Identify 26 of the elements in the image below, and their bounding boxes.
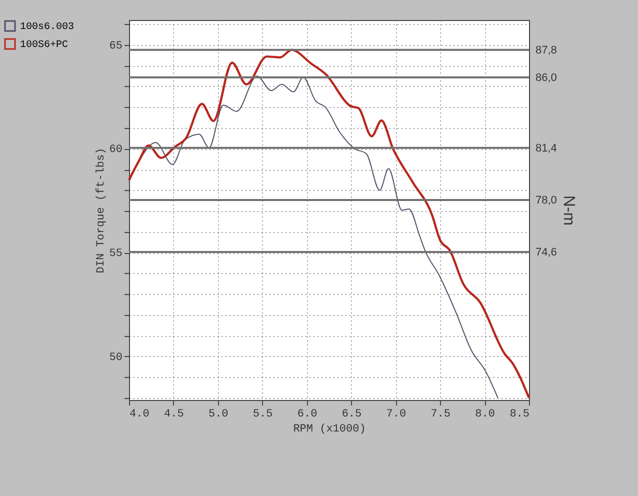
legend-label: 100S6+PC (20, 40, 68, 51)
y2-tick-label: 74,6 (536, 246, 557, 259)
x-tick-label: 6.0 (297, 408, 318, 420)
y2-tick-label: 81,4 (536, 142, 557, 154)
y2-tick-label: 78,0 (536, 194, 557, 206)
y-axis-title: DIN Torque (ft-lbs) (95, 148, 108, 274)
line-series (128, 48, 530, 400)
y-tick-label: 65 (109, 40, 122, 52)
x-tick-label: 5.0 (208, 408, 228, 420)
x-tick-label: 7.0 (386, 408, 406, 420)
y-tick-label: 55 (109, 248, 122, 260)
y-tick-label: 60 (109, 144, 122, 156)
x-tick-label: 8.5 (510, 408, 530, 420)
x-tick-label: 4.5 (164, 408, 184, 420)
y-tick-label: 50 (109, 352, 122, 364)
line-series (128, 76, 498, 398)
x-tick-label: 7.5 (430, 408, 451, 420)
y2-tick-label: 86,0 (536, 72, 557, 84)
y2-axis-title: N-m (560, 195, 577, 226)
x-axis-title: RPM (x1000) (293, 424, 366, 436)
legend-label: 100s6.003 (20, 22, 74, 33)
x-tick-label: 5.5 (252, 408, 273, 420)
x-tick-label: 4.0 (130, 408, 150, 420)
y2-tick-label: 87,8 (536, 44, 557, 56)
x-tick-label: 6.5 (342, 408, 362, 420)
x-tick-label: 8.0 (475, 408, 495, 420)
